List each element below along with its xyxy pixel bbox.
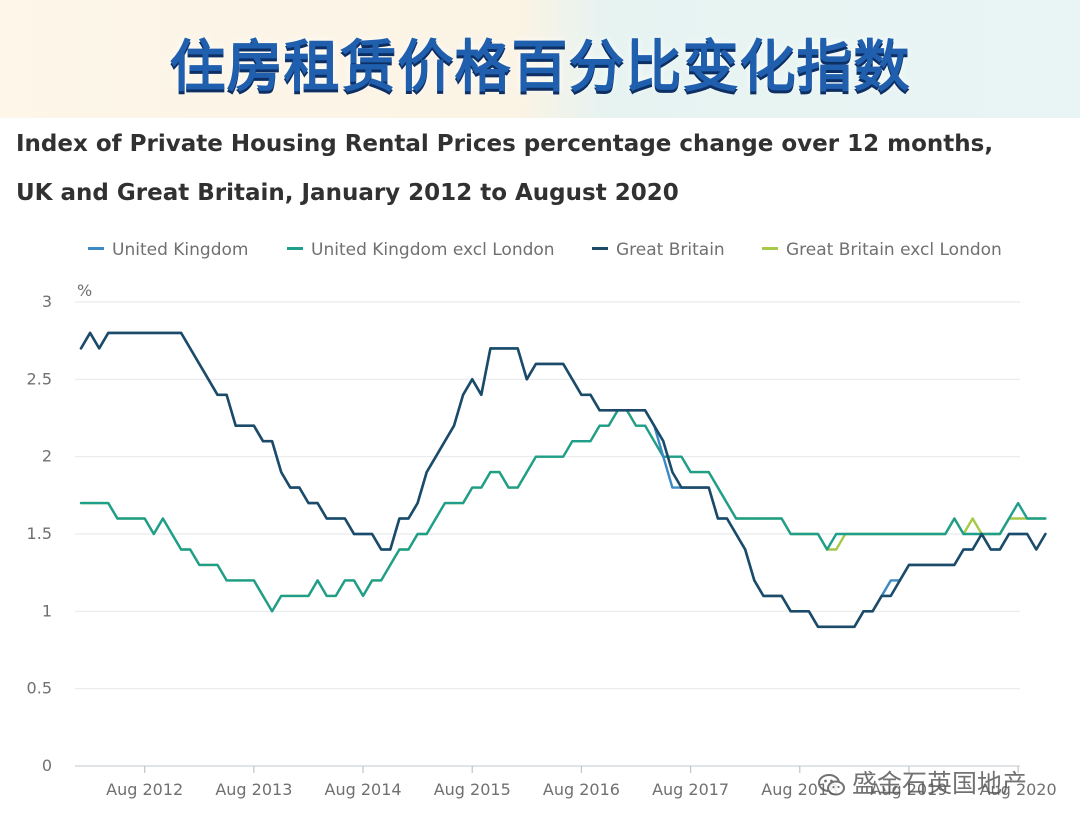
x-tick-label: Aug 2020 xyxy=(980,780,1057,799)
series-line-united-kingdom-excl-london xyxy=(79,409,1047,613)
watermark: 盛金石英国地产 xyxy=(818,764,1027,800)
y-axis: % 0 0.5 1 1.5 2 2.5 3 xyxy=(27,281,93,775)
x-tick-label: Aug 2019 xyxy=(870,780,947,799)
x-tick-label: Aug 2013 xyxy=(215,780,292,799)
y-tick-label: 1.5 xyxy=(27,524,52,543)
legend-swatch xyxy=(88,246,104,250)
series-line-united-kingdom xyxy=(79,331,1029,628)
chart-subtitle: UK and Great Britain, January 2012 to Au… xyxy=(16,180,679,206)
series-lines xyxy=(79,331,1047,629)
x-tick-label: Aug 2012 xyxy=(106,780,183,799)
y-tick-label: 2.5 xyxy=(27,369,52,388)
legend-label: Great Britain excl London xyxy=(786,240,1002,260)
y-tick-label: 0.5 xyxy=(27,679,52,698)
y-axis-unit: % xyxy=(77,281,92,300)
y-tick-label: 2 xyxy=(42,447,52,466)
legend-item-gb-excl-london[interactable]: Great Britain excl London xyxy=(762,240,1002,260)
banner-title: 住房租赁价格百分比变化指数 xyxy=(169,35,911,100)
x-tick-label: Aug 2015 xyxy=(434,780,511,799)
x-tick-label: Aug 2017 xyxy=(652,780,729,799)
legend-item-united-kingdom[interactable]: United Kingdom xyxy=(88,240,248,260)
legend-label: Great Britain xyxy=(616,240,725,260)
legend-label: United Kingdom excl London xyxy=(311,240,555,260)
legend-label: United Kingdom xyxy=(112,240,249,260)
chart-legend: United Kingdom United Kingdom excl Londo… xyxy=(0,240,1080,266)
chart-title: Index of Private Housing Rental Prices p… xyxy=(16,131,994,157)
legend-item-uk-excl-london[interactable]: United Kingdom excl London xyxy=(287,240,555,260)
legend-item-great-britain[interactable]: Great Britain xyxy=(592,240,725,260)
x-tick-label: Aug 2014 xyxy=(325,780,402,799)
legend-swatch xyxy=(592,246,608,250)
y-tick-label: 0 xyxy=(42,756,52,775)
watermark-text: 盛金石英国地产 xyxy=(852,769,1028,798)
series-line-great-britain xyxy=(79,331,1047,629)
line-chart: %00.511.522.53 Aug 2012 Aug 2013 Aug 2014 A… xyxy=(27,281,1057,799)
y-tick-label: 3 xyxy=(42,292,52,311)
banner: 住房租赁价格百分比变化指数 xyxy=(0,0,1080,118)
y-tick-label: 1 xyxy=(42,601,52,620)
wechat-icon xyxy=(818,774,845,796)
x-axis: Aug 2012 Aug 2013 Aug 2014 Aug 2015 Aug 2016… xyxy=(106,766,1057,799)
legend-swatch xyxy=(762,246,778,250)
x-tick-label: Aug 2016 xyxy=(543,780,620,799)
legend-swatch xyxy=(287,246,303,250)
